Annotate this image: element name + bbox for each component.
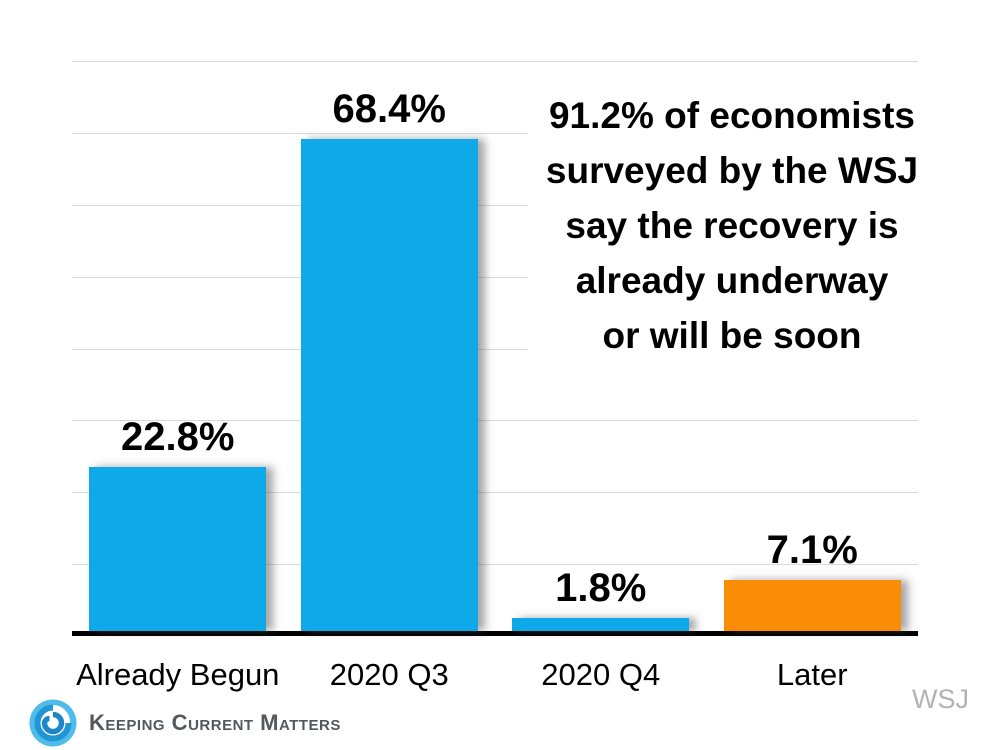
gridline	[72, 564, 918, 566]
x-axis-labels: Already Begun 2020 Q3 2020 Q4 Later	[72, 657, 918, 693]
bar-value-label: 68.4%	[332, 87, 446, 132]
bar-later	[723, 580, 901, 631]
gridline	[72, 132, 918, 134]
bar-group-already-begun: 22.8%	[72, 61, 284, 631]
bar-group-2020-q4: 1.8%	[495, 61, 707, 631]
gridline	[72, 61, 918, 62]
brand-name: Keeping Current Matters	[89, 710, 341, 735]
brand-footer: Keeping Current Matters	[29, 699, 341, 747]
annotation-line: or will be soon	[602, 315, 862, 356]
source-attribution: WSJ	[912, 684, 969, 714]
gridline	[72, 348, 918, 350]
bar-group-2020-q3: 68.4%	[284, 61, 496, 631]
gridline	[72, 276, 918, 278]
annotation-line: surveyed by the WSJ	[545, 150, 919, 191]
x-label-already-begun: Already Begun	[76, 657, 280, 692]
annotation-line: say the recovery is	[565, 205, 899, 246]
kcm-swirl-icon	[29, 699, 77, 747]
bar-value-label: 1.8%	[555, 566, 647, 611]
bar-value-label: 7.1%	[766, 528, 858, 572]
bar-value-label: 22.8%	[121, 415, 235, 460]
x-label-2020-q4: 2020 Q4	[541, 657, 661, 692]
x-label-later: Later	[776, 657, 848, 692]
bar-2020-q3	[300, 139, 478, 631]
bar-already-begun	[89, 467, 267, 631]
annotation-line: 91.2% of economists	[548, 95, 915, 136]
gridline	[72, 492, 918, 494]
gridline	[72, 204, 918, 206]
bar-group-later: 7.1%	[707, 61, 919, 631]
x-label-2020-q3: 2020 Q3	[329, 657, 449, 692]
bar-2020-q4	[512, 618, 690, 631]
annotation-headline: 91.2% of economists surveyed by the WSJ …	[527, 88, 937, 363]
annotation-line: already underway	[575, 260, 889, 301]
bar-chart: 22.8% 68.4% 1.8% 7.1%	[72, 61, 918, 636]
gridline	[72, 420, 918, 422]
